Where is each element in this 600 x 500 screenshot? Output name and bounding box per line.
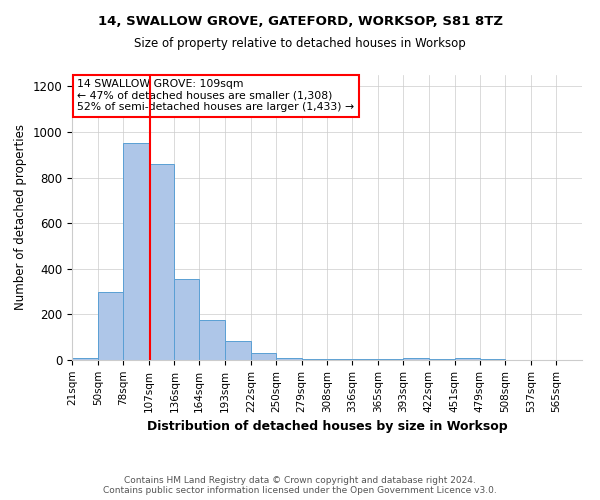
Text: 14 SWALLOW GROVE: 109sqm
← 47% of detached houses are smaller (1,308)
52% of sem: 14 SWALLOW GROVE: 109sqm ← 47% of detach… (77, 80, 354, 112)
Bar (328, 359, 352, 360)
Bar (479, 359, 505, 360)
Bar (455, 358, 479, 360)
Bar (199, 320, 225, 360)
Bar (403, 358, 429, 360)
Text: Contains HM Land Registry data © Crown copyright and database right 2024.
Contai: Contains HM Land Registry data © Crown c… (103, 476, 497, 495)
Bar (175, 279, 199, 360)
Bar (225, 340, 251, 360)
Bar (149, 164, 175, 360)
Bar (378, 359, 403, 360)
X-axis label: Distribution of detached houses by size in Worksop: Distribution of detached houses by size … (146, 420, 508, 433)
Bar (429, 359, 455, 360)
Bar (72, 358, 98, 360)
Bar (123, 144, 149, 360)
Bar (302, 359, 328, 360)
Bar (251, 353, 276, 360)
Text: Size of property relative to detached houses in Worksop: Size of property relative to detached ho… (134, 38, 466, 51)
Bar (276, 358, 302, 360)
Bar (98, 292, 123, 360)
Y-axis label: Number of detached properties: Number of detached properties (14, 124, 27, 310)
Text: 14, SWALLOW GROVE, GATEFORD, WORKSOP, S81 8TZ: 14, SWALLOW GROVE, GATEFORD, WORKSOP, S8… (97, 15, 503, 28)
Bar (352, 359, 378, 360)
